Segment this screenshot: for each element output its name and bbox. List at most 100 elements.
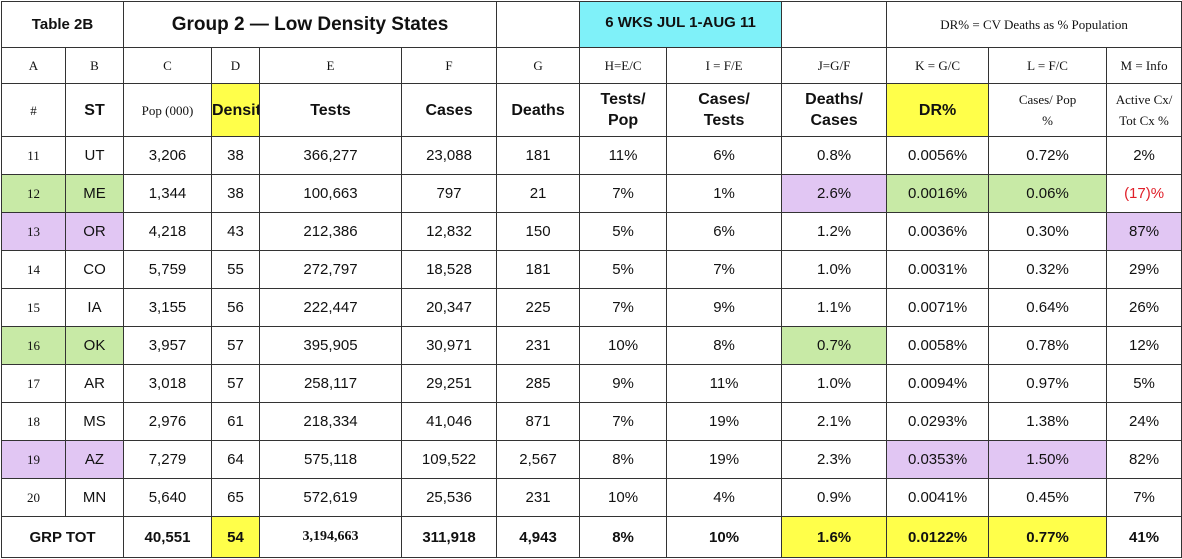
table-cell: 1.1% bbox=[781, 288, 888, 327]
total-cell: 0.77% bbox=[988, 516, 1108, 558]
empty-cell bbox=[496, 1, 581, 48]
table-cell: 87% bbox=[1106, 212, 1182, 251]
table-cell: 0.30% bbox=[988, 212, 1108, 251]
total-cell: 41% bbox=[1106, 516, 1182, 558]
table-cell: CO bbox=[65, 250, 124, 289]
table-cell: 2.1% bbox=[781, 402, 888, 441]
column-letter: H=E/C bbox=[579, 47, 668, 84]
data-row: 18 MS 2,976 61 218,334 41,046 871 7% 19% 2.1% 0.02… bbox=[1, 402, 1182, 441]
table-cell: 1,344 bbox=[123, 174, 212, 213]
table-cell: 0.78% bbox=[988, 326, 1108, 365]
table-cell: 1.38% bbox=[988, 402, 1108, 441]
table-cell: 225 bbox=[496, 288, 581, 327]
column-letter: D bbox=[211, 47, 260, 84]
total-cell: 311,918 bbox=[400, 516, 498, 558]
table-cell: 0.97% bbox=[988, 364, 1108, 403]
table-cell: 3,206 bbox=[123, 136, 212, 175]
table-cell: 3,018 bbox=[123, 364, 212, 403]
table-cell: OR bbox=[65, 212, 124, 251]
table-cell: 65 bbox=[211, 478, 260, 517]
table-cell: 181 bbox=[496, 250, 581, 289]
table-cell: UT bbox=[65, 136, 124, 175]
table-cell: AR bbox=[65, 364, 124, 403]
total-cell: 4,943 bbox=[496, 516, 581, 558]
total-cell: 3,194,663 bbox=[259, 516, 402, 558]
column-header: Cases bbox=[400, 83, 498, 137]
table-cell: 7% bbox=[666, 250, 783, 289]
column-header: Tests/ Pop bbox=[579, 83, 668, 137]
table-cell: 82% bbox=[1106, 440, 1182, 479]
table-cell: 0.32% bbox=[988, 250, 1108, 289]
table-cell: 9% bbox=[579, 364, 668, 403]
table-cell: 797 bbox=[400, 174, 498, 213]
table-cell: 5,759 bbox=[123, 250, 212, 289]
table-cell: 0.0293% bbox=[886, 402, 990, 441]
letter-row: A B C D E F G H=E/C I = F/E J=G/F K = G/C L = F/C M … bbox=[1, 47, 1182, 84]
table-cell: MS bbox=[65, 402, 124, 441]
table-cell: 0.0353% bbox=[886, 440, 990, 479]
table-cell: 57 bbox=[211, 364, 260, 403]
table-cell: 272,797 bbox=[259, 250, 402, 289]
column-letter: C bbox=[123, 47, 212, 84]
table-cell: 0.0094% bbox=[886, 364, 990, 403]
table-cell: 0.0071% bbox=[886, 288, 990, 327]
table-cell: 212,386 bbox=[259, 212, 402, 251]
table-cell: 7,279 bbox=[123, 440, 212, 479]
table-cell: 1.0% bbox=[781, 364, 888, 403]
table-cell: 0.0058% bbox=[886, 326, 990, 365]
column-header: # bbox=[1, 83, 66, 137]
total-cell: 10% bbox=[666, 516, 783, 558]
table-cell: 2% bbox=[1106, 136, 1182, 175]
empty-cell bbox=[781, 1, 888, 48]
table-cell: OK bbox=[65, 326, 124, 365]
table-cell: 57 bbox=[211, 326, 260, 365]
column-header: Deaths bbox=[496, 83, 581, 137]
column-header: Density bbox=[211, 83, 260, 137]
table-cell: 25,536 bbox=[400, 478, 498, 517]
table-cell: 0.45% bbox=[988, 478, 1108, 517]
table-cell: 0.0036% bbox=[886, 212, 990, 251]
table-cell: 11 bbox=[1, 136, 66, 175]
data-row: 16 OK 3,957 57 395,905 30,971 231 10% 8% 0.7% 0.00… bbox=[1, 326, 1182, 365]
table-cell: 0.8% bbox=[781, 136, 888, 175]
data-row: 20 MN 5,640 65 572,619 25,536 231 10% 4% 0.9% 0.00… bbox=[1, 478, 1182, 517]
data-row: 11 UT 3,206 38 366,277 23,088 181 11% 6% 0.8% 0.00… bbox=[1, 136, 1182, 175]
data-row: 17 AR 3,018 57 258,117 29,251 285 9% 11% 1.0% 0.00… bbox=[1, 364, 1182, 403]
table-cell: 3,155 bbox=[123, 288, 212, 327]
table-cell: 0.72% bbox=[988, 136, 1108, 175]
table-cell: 2,567 bbox=[496, 440, 581, 479]
table-cell: 150 bbox=[496, 212, 581, 251]
column-header: ST bbox=[65, 83, 124, 137]
table-cell: 24% bbox=[1106, 402, 1182, 441]
table-cell: 16 bbox=[1, 326, 66, 365]
table-cell: 4% bbox=[666, 478, 783, 517]
table-cell: 218,334 bbox=[259, 402, 402, 441]
data-row: 12 ME 1,344 38 100,663 797 21 7% 1% 2.6% 0.0016% 0.… bbox=[1, 174, 1182, 213]
table-cell: 30,971 bbox=[400, 326, 498, 365]
table-cell: 15 bbox=[1, 288, 66, 327]
table-cell: 572,619 bbox=[259, 478, 402, 517]
table-cell: 21 bbox=[496, 174, 581, 213]
table-cell: 7% bbox=[579, 288, 668, 327]
column-letter: B bbox=[65, 47, 124, 84]
table-cell: 5% bbox=[579, 250, 668, 289]
table-cell: 5,640 bbox=[123, 478, 212, 517]
column-letter: G bbox=[496, 47, 581, 84]
table-cell: 19 bbox=[1, 440, 66, 479]
total-cell: 8% bbox=[579, 516, 668, 558]
column-header: Deaths/ Cases bbox=[781, 83, 888, 137]
table-cell: 258,117 bbox=[259, 364, 402, 403]
table-cell: 18 bbox=[1, 402, 66, 441]
table-cell: 4,218 bbox=[123, 212, 212, 251]
column-letter: M = Info bbox=[1106, 47, 1182, 84]
table-cell: 109,522 bbox=[400, 440, 498, 479]
table-cell: 575,118 bbox=[259, 440, 402, 479]
table-cell: 12,832 bbox=[400, 212, 498, 251]
table-cell: 6% bbox=[666, 212, 783, 251]
table-cell: 231 bbox=[496, 326, 581, 365]
table-cell: 19% bbox=[666, 402, 783, 441]
table-cell: 20,347 bbox=[400, 288, 498, 327]
column-header: Tests bbox=[259, 83, 402, 137]
table-cell: (17)% bbox=[1106, 174, 1182, 213]
total-cell: 1.6% bbox=[781, 516, 888, 558]
